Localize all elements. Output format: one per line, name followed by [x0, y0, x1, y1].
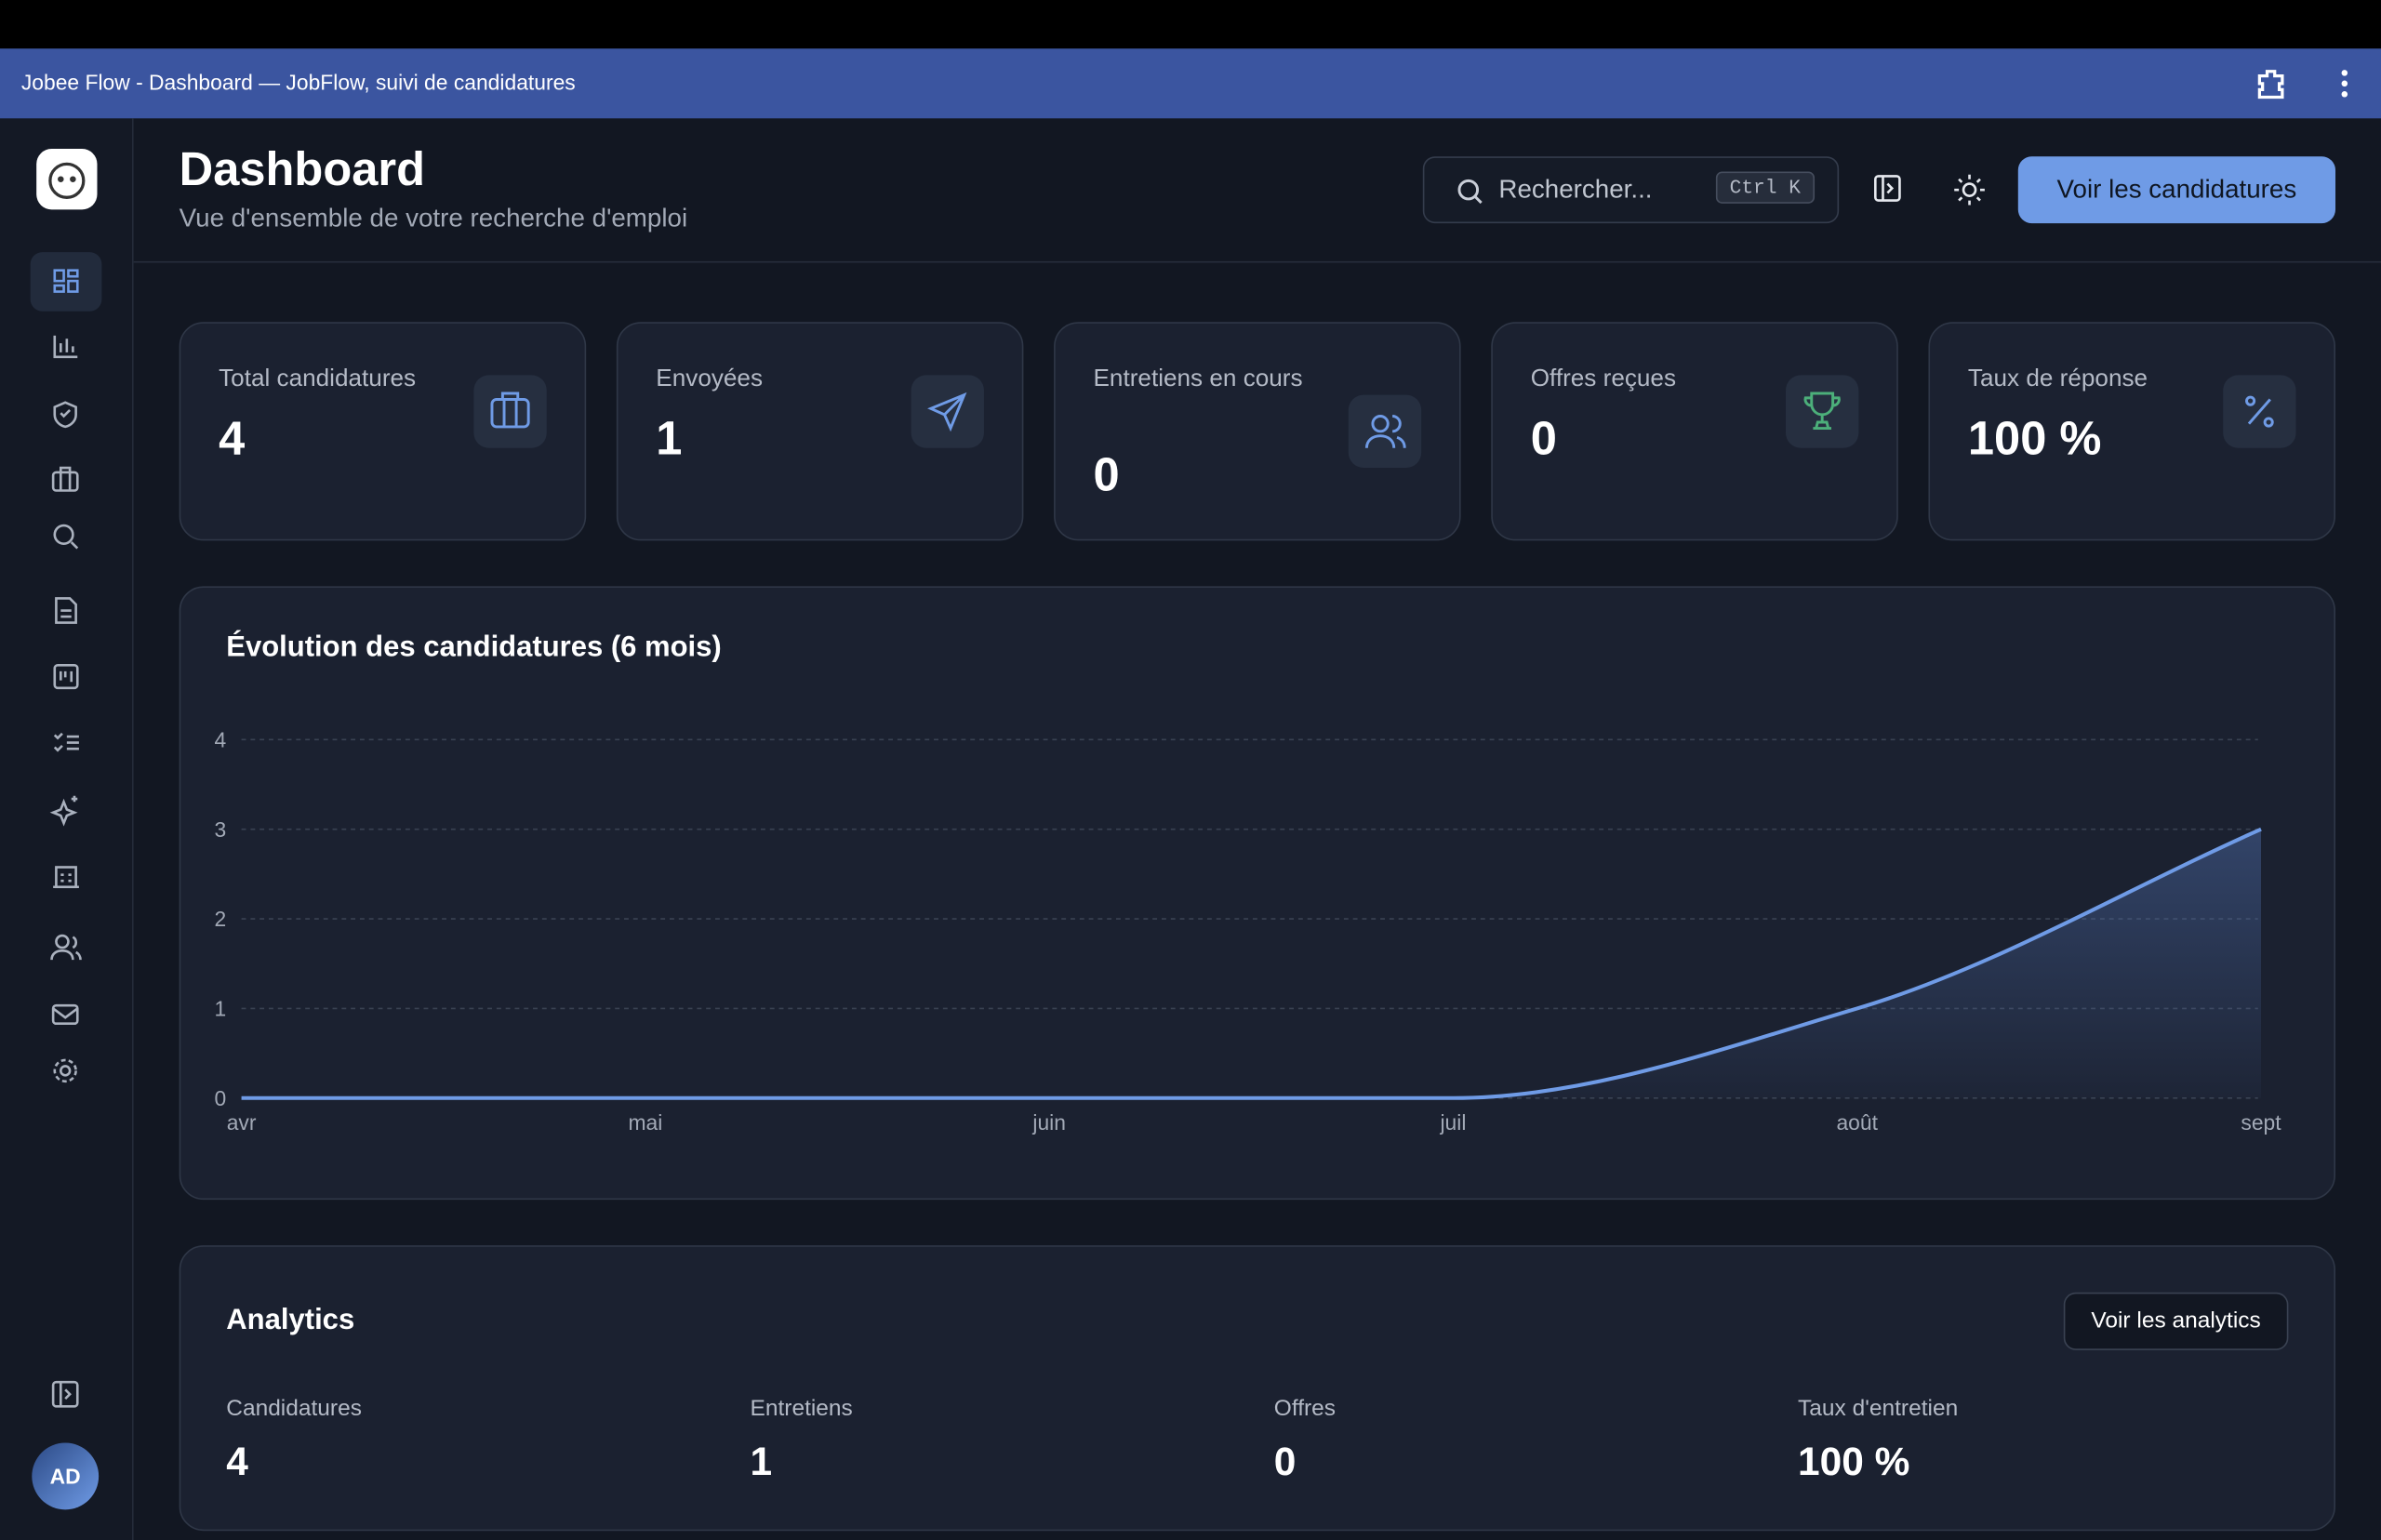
stat-icon	[2245, 395, 2274, 428]
stat-icon-box	[2223, 375, 2296, 448]
analytics-label: Offres	[1273, 1395, 1337, 1422]
stat-card: Entretiens en cours 0	[1054, 322, 1461, 541]
header: Dashboard Vue d'ensemble de votre recher…	[133, 118, 2381, 263]
analytics-value: 100 %	[1798, 1438, 1910, 1484]
stat-icon-box	[911, 375, 984, 448]
analytics-label: Taux d'entretien	[1798, 1395, 1959, 1422]
collapse-icon[interactable]	[50, 1379, 81, 1410]
area	[241, 829, 2262, 1098]
stat-icon	[927, 392, 967, 432]
stat-value: 4	[219, 411, 246, 465]
analytics-button[interactable]: Voir les analytics	[2063, 1292, 2289, 1350]
theme-icon[interactable]	[1953, 173, 1987, 206]
analytics-card: Analytics Voir les analytics Candidature…	[179, 1245, 2336, 1532]
stat-value: 0	[1093, 447, 1120, 501]
stat-card: Envoyées 1	[616, 322, 1024, 541]
chart-card: Évolution des candidatures (6 mois) 0 1 2 3…	[179, 586, 2336, 1201]
stat-value: 1	[656, 411, 683, 465]
y-tick-label: 1	[215, 997, 227, 1021]
stat-value: 0	[1530, 411, 1557, 465]
stat-card: Offres reçues 0	[1491, 322, 1898, 541]
stat-card: Total candidatures 4	[179, 322, 587, 541]
search-icon	[1457, 179, 1483, 205]
stat-label: Taux de réponse	[1967, 365, 2148, 392]
extensions-icon[interactable]	[2254, 65, 2290, 101]
analytics-value: 4	[226, 1438, 248, 1484]
y-tick-label: 2	[215, 907, 227, 931]
stat-icon	[490, 392, 530, 429]
stat-icon-box	[1785, 375, 1859, 448]
analytics-value: 1	[750, 1438, 773, 1484]
x-tick-label: juin	[1031, 1110, 1066, 1135]
stat-icon-box	[1348, 394, 1422, 469]
stat-card: Taux de réponse 100 %	[1928, 322, 2336, 541]
title-bar: Jobee Flow - Dashboard — JobFlow, suivi …	[0, 48, 2381, 119]
x-tick-label: mai	[628, 1110, 662, 1135]
stat-icon-box	[473, 375, 547, 448]
y-tick-label: 4	[215, 728, 227, 752]
nav-active[interactable]	[30, 252, 102, 312]
search-box[interactable]: Rechercher... Ctrl K	[1422, 156, 1840, 224]
sidebar: AD	[0, 118, 134, 1540]
x-tick-label: juil	[1439, 1110, 1466, 1135]
top-bar	[0, 0, 2381, 49]
panel-icon[interactable]	[1872, 173, 1903, 204]
menu-icon[interactable]	[2333, 65, 2357, 101]
x-tick-label: sept	[2241, 1110, 2281, 1135]
primary-button[interactable]: Voir les candidatures	[2017, 156, 2336, 224]
analytics-title: Analytics	[226, 1304, 355, 1337]
analytics-label: Candidatures	[226, 1395, 362, 1422]
stat-value: 100 %	[1967, 411, 2102, 465]
stat-icon	[1803, 392, 1841, 431]
x-tick-label: août	[1836, 1110, 1878, 1135]
stat-label: Entretiens en cours	[1093, 365, 1303, 392]
avatar[interactable]: AD	[32, 1442, 100, 1510]
window-title: Jobee Flow - Dashboard — JobFlow, suivi …	[20, 70, 576, 95]
stat-label: Offres reçues	[1530, 365, 1677, 392]
chart: Évolution des candidatures (6 mois) 0 1 2 3…	[215, 631, 2282, 1135]
stat-label: Envoyées	[656, 365, 764, 392]
y-tick-label: 3	[215, 817, 227, 842]
logo[interactable]	[36, 149, 98, 210]
search-placeholder: Rechercher...	[1498, 174, 1653, 204]
stat-icon	[1364, 415, 1406, 448]
chart-title: Évolution des candidatures (6 mois)	[226, 631, 721, 663]
nav-icons	[49, 269, 82, 1083]
logo-icon	[48, 162, 86, 199]
stat-label: Total candidatures	[219, 365, 417, 392]
line	[241, 827, 2262, 1100]
y-tick-label: 0	[215, 1086, 227, 1110]
shortcut: Ctrl K	[1715, 171, 1815, 204]
x-tick-label: avr	[227, 1110, 257, 1135]
page-title: Dashboard	[179, 142, 426, 196]
analytics-label: Entretiens	[750, 1395, 853, 1422]
page-subtitle: Vue d'ensemble de votre recherche d'empl…	[179, 203, 688, 232]
analytics-value: 0	[1273, 1438, 1297, 1484]
